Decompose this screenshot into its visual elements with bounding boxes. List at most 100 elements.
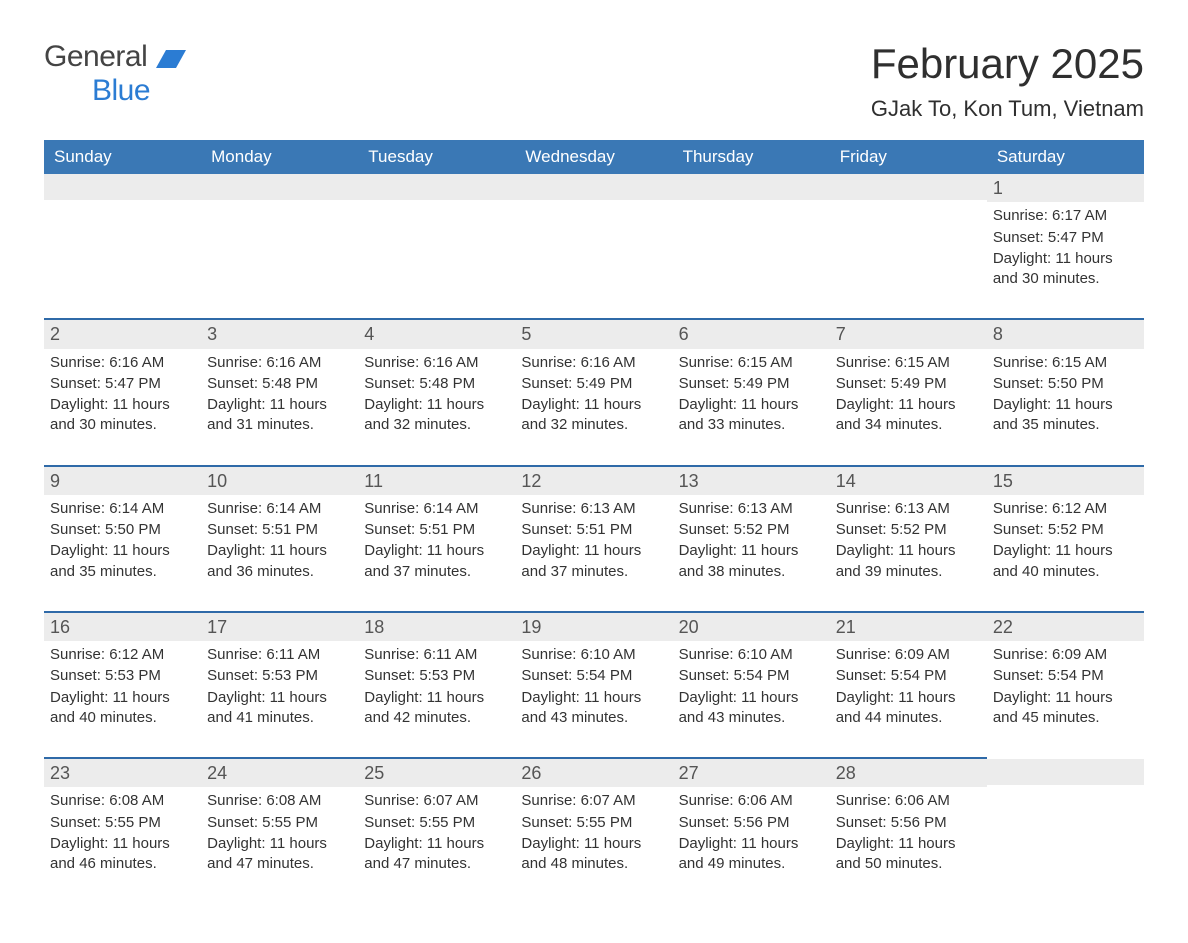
day-daylight: Daylight: 11 hours and 37 minutes. (521, 541, 658, 582)
day-sunset: Sunset: 5:50 PM (993, 374, 1130, 394)
day-number (830, 174, 987, 200)
day-cell-24: 24 Sunrise: 6:08 AMSunset: 5:55 PMDayligh… (201, 758, 358, 903)
day-sunset: Sunset: 5:56 PM (679, 813, 816, 833)
day-info: Sunrise: 6:06 AMSunset: 5:56 PMDaylight:… (679, 791, 820, 874)
day-number (515, 174, 672, 200)
header: General Blue February 2025 GJak To, Kon … (44, 40, 1144, 122)
day-info: Sunrise: 6:15 AMSunset: 5:50 PMDaylight:… (993, 353, 1134, 436)
day-cell-9: 9Sunrise: 6:14 AMSunset: 5:50 PMDaylight… (44, 466, 201, 612)
day-number: 10 (201, 467, 358, 495)
day-daylight: Daylight: 11 hours and 38 minutes. (679, 541, 816, 582)
day-sunrise: Sunrise: 6:12 AM (993, 499, 1130, 519)
day-info: Sunrise: 6:13 AMSunset: 5:52 PMDaylight:… (679, 499, 820, 582)
day-number: 28 (830, 759, 987, 787)
day-info: Sunrise: 6:08 AMSunset: 5:55 PMDaylight:… (207, 791, 348, 874)
day-cell-15: 15Sunrise: 6:12 AMSunset: 5:52 PMDayligh… (987, 466, 1144, 612)
day-daylight: Daylight: 11 hours and 43 minutes. (679, 688, 816, 729)
day-cell-3: 3Sunrise: 6:16 AMSunset: 5:48 PMDaylight… (201, 319, 358, 465)
day-sunrise: Sunrise: 6:08 AM (50, 791, 187, 811)
day-cell-23: 23Sunrise: 6:08 AMSunset: 5:55 PMDayligh… (44, 758, 201, 903)
day-daylight: Daylight: 11 hours and 39 minutes. (836, 541, 973, 582)
day-number: 24 (201, 759, 358, 787)
day-info: Sunrise: 6:15 AMSunset: 5:49 PMDaylight:… (679, 353, 820, 436)
day-daylight: Daylight: 11 hours and 30 minutes. (993, 249, 1130, 290)
day-sunrise: Sunrise: 6:14 AM (50, 499, 187, 519)
day-info: Sunrise: 6:09 AMSunset: 5:54 PMDaylight:… (993, 645, 1134, 728)
day-number: 1 (987, 174, 1144, 202)
day-cell-28: 28 Sunrise: 6:06 AMSunset: 5:56 PMDayligh… (830, 758, 987, 903)
day-sunset: Sunset: 5:54 PM (679, 666, 816, 686)
page-subtitle: GJak To, Kon Tum, Vietnam (871, 96, 1144, 122)
day-info: Sunrise: 6:10 AMSunset: 5:54 PMDaylight:… (679, 645, 820, 728)
day-cell-22: 22Sunrise: 6:09 AMSunset: 5:54 PMDayligh… (987, 612, 1144, 758)
dow-sunday: Sunday (44, 140, 201, 174)
day-cell-2: 2Sunrise: 6:16 AMSunset: 5:47 PMDaylight… (44, 319, 201, 465)
day-daylight: Daylight: 11 hours and 42 minutes. (364, 688, 501, 729)
day-sunrise: Sunrise: 6:09 AM (836, 645, 973, 665)
day-cell-empty (987, 758, 1144, 903)
day-daylight: Daylight: 11 hours and 40 minutes. (993, 541, 1130, 582)
day-sunset: Sunset: 5:47 PM (50, 374, 187, 394)
day-cell-11: 11Sunrise: 6:14 AMSunset: 5:51 PMDayligh… (358, 466, 515, 612)
day-info: Sunrise: 6:11 AMSunset: 5:53 PMDaylight:… (207, 645, 348, 728)
dow-saturday: Saturday (987, 140, 1144, 174)
day-info: Sunrise: 6:06 AMSunset: 5:56 PMDaylight:… (836, 791, 977, 874)
day-info: Sunrise: 6:13 AMSunset: 5:52 PMDaylight:… (836, 499, 977, 582)
day-number: 4 (358, 320, 515, 348)
day-sunrise: Sunrise: 6:08 AM (207, 791, 344, 811)
day-info: Sunrise: 6:11 AMSunset: 5:53 PMDaylight:… (364, 645, 505, 728)
day-daylight: Daylight: 11 hours and 32 minutes. (521, 395, 658, 436)
day-number: 16 (44, 613, 201, 641)
day-cell-25: 25Sunrise: 6:07 AMSunset: 5:55 PMDayligh… (358, 758, 515, 903)
day-number: 5 (515, 320, 672, 348)
day-info: Sunrise: 6:09 AMSunset: 5:54 PMDaylight:… (836, 645, 977, 728)
day-cell-4: 4Sunrise: 6:16 AMSunset: 5:48 PMDaylight… (358, 319, 515, 465)
day-daylight: Daylight: 11 hours and 40 minutes. (50, 688, 187, 729)
day-number: 23 (44, 759, 201, 787)
day-number (201, 174, 358, 200)
day-cell-empty (44, 174, 201, 319)
week-row: 16Sunrise: 6:12 AMSunset: 5:53 PMDayligh… (44, 612, 1144, 758)
day-cell-1: 1Sunrise: 6:17 AMSunset: 5:47 PMDaylight… (987, 174, 1144, 319)
day-sunrise: Sunrise: 6:07 AM (521, 791, 658, 811)
day-cell-13: 13 Sunrise: 6:13 AMSunset: 5:52 PMDayligh… (673, 466, 830, 612)
day-cell-8: 8Sunrise: 6:15 AMSunset: 5:50 PMDaylight… (987, 319, 1144, 465)
day-sunset: Sunset: 5:54 PM (993, 666, 1130, 686)
dow-tuesday: Tuesday (358, 140, 515, 174)
day-sunset: Sunset: 5:55 PM (521, 813, 658, 833)
day-daylight: Daylight: 11 hours and 46 minutes. (50, 834, 187, 875)
day-sunrise: Sunrise: 6:07 AM (364, 791, 501, 811)
day-sunset: Sunset: 5:51 PM (364, 520, 501, 540)
day-sunrise: Sunrise: 6:12 AM (50, 645, 187, 665)
page-title: February 2025 (871, 40, 1144, 88)
day-sunset: Sunset: 5:49 PM (521, 374, 658, 394)
day-sunrise: Sunrise: 6:06 AM (836, 791, 973, 811)
day-cell-7: 7Sunrise: 6:15 AMSunset: 5:49 PMDaylight… (830, 319, 987, 465)
day-sunrise: Sunrise: 6:13 AM (679, 499, 816, 519)
day-sunrise: Sunrise: 6:06 AM (679, 791, 816, 811)
day-number: 13 (673, 467, 830, 495)
day-sunset: Sunset: 5:48 PM (207, 374, 344, 394)
dow-friday: Friday (830, 140, 987, 174)
day-sunset: Sunset: 5:49 PM (679, 374, 816, 394)
day-sunrise: Sunrise: 6:14 AM (364, 499, 501, 519)
day-of-week-row: SundayMondayTuesdayWednesdayThursdayFrid… (44, 140, 1144, 174)
day-sunrise: Sunrise: 6:11 AM (207, 645, 344, 665)
logo-part2: Blue (92, 74, 150, 107)
day-sunrise: Sunrise: 6:09 AM (993, 645, 1130, 665)
logo-part1: General (44, 40, 147, 73)
day-sunrise: Sunrise: 6:16 AM (207, 353, 344, 373)
day-sunrise: Sunrise: 6:17 AM (993, 206, 1130, 226)
day-info: Sunrise: 6:13 AMSunset: 5:51 PMDaylight:… (521, 499, 662, 582)
day-sunrise: Sunrise: 6:13 AM (836, 499, 973, 519)
day-daylight: Daylight: 11 hours and 32 minutes. (364, 395, 501, 436)
day-sunset: Sunset: 5:52 PM (993, 520, 1130, 540)
day-info: Sunrise: 6:14 AMSunset: 5:50 PMDaylight:… (50, 499, 191, 582)
day-info: Sunrise: 6:16 AMSunset: 5:49 PMDaylight:… (521, 353, 662, 436)
day-number: 25 (358, 759, 515, 787)
day-number: 14 (830, 467, 987, 495)
day-sunrise: Sunrise: 6:10 AM (521, 645, 658, 665)
day-sunset: Sunset: 5:55 PM (207, 813, 344, 833)
day-number: 2 (44, 320, 201, 348)
day-number (44, 174, 201, 200)
